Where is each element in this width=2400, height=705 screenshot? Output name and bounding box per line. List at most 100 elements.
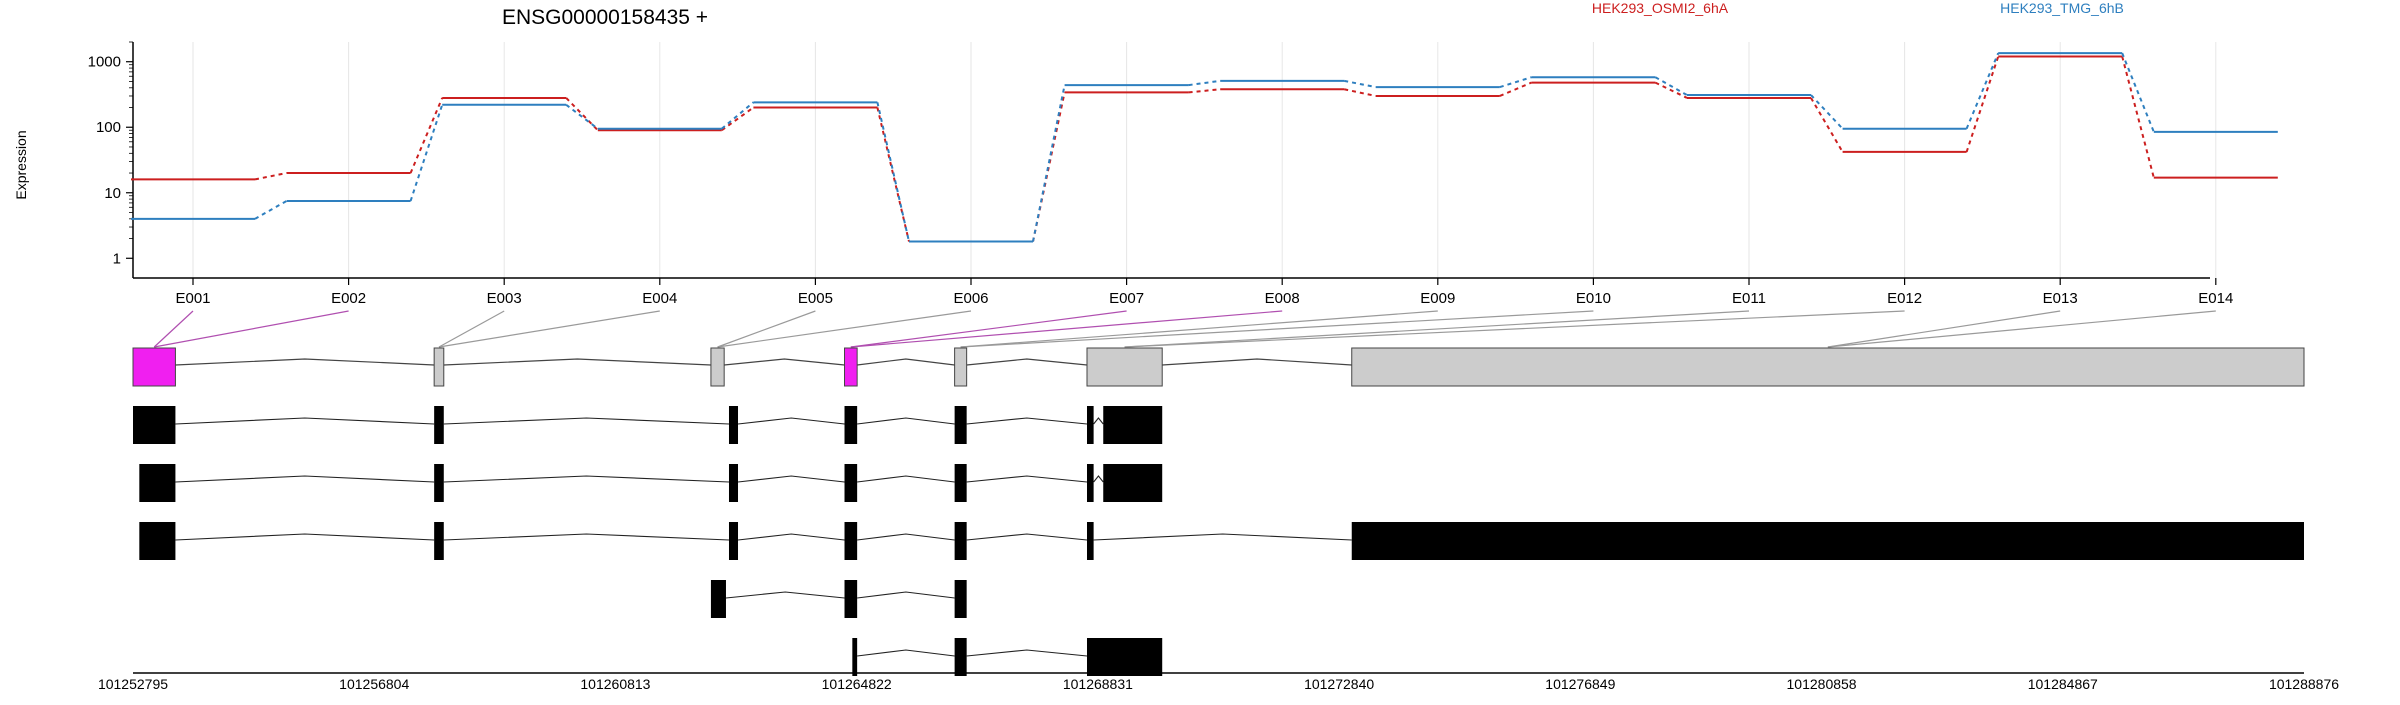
series-1-link-E004 [721,106,754,132]
connector-E004 [438,310,660,348]
transcript-3-exon-5 [954,522,967,560]
connector-E008 [850,310,1283,348]
series-2-link-E010 [1654,76,1688,96]
series-1-link-E009 [1499,81,1532,97]
x-tick-label-E003: E003 [487,290,522,307]
connector-E005 [717,310,816,348]
x-tick-label-E002: E002 [331,290,366,307]
genomic-tick-label: 101256804 [339,676,409,692]
connector-E009 [960,310,1438,348]
connector-E007 [850,310,1127,348]
x-tick-label-E008: E008 [1265,290,1300,307]
grid-lines [192,42,2217,278]
exon-bin-2 [433,347,445,387]
transcript-5-intron-2 [966,649,1088,657]
transcript-4-exon-1 [710,580,726,618]
axes: 1 10 100 1000 E001 E002 E003 E004 E005 E006 E007 E0… [88,41,2233,307]
transcript-2-intron-3 [737,475,845,483]
exon-bin-7 [1351,347,2305,387]
y-tick-label-1: 1 [113,250,121,267]
connector-E011 [1124,310,1750,348]
x-tick-label-E009: E009 [1420,290,1455,307]
genomic-tick-label: 101288876 [2269,676,2339,692]
series-2-link-E011 [1810,94,1844,130]
bin-connectors [153,310,2216,348]
connector-E003 [438,310,505,348]
transcript-1-intron-5 [966,417,1088,425]
transcript-2-exon-1 [139,464,176,502]
transcript-2-exon-5 [954,464,967,502]
legend-entry-series-2: HEK293_TMG_6hB [2000,0,2124,16]
transcript-1-intron-3 [737,417,845,425]
transcript-2-exon-2 [434,464,444,502]
series-1-link-E010 [1654,81,1688,99]
series-2-link-E006 [1032,84,1066,242]
transcript-5-intron-1 [857,649,955,657]
series-1-link-E008 [1343,88,1377,97]
genomic-tick-label: 101260813 [580,676,650,692]
transcript-3-intron-2 [443,533,730,541]
x-tick-label-E011: E011 [1732,290,1766,307]
transcript-2-exon-3 [728,464,739,502]
gene-model [132,347,2305,676]
x-tick-label-E004: E004 [642,290,677,307]
transcript-2-intron-4 [857,475,955,483]
series-1-link-E005 [876,107,910,242]
connector-E010 [960,310,1594,348]
connector-E001 [153,310,194,348]
transcript-3-intron-4 [857,533,955,541]
transcript-1-exon-5 [954,406,967,444]
transcript-2-intron-1 [175,475,435,483]
series-1-link-E006 [1032,92,1066,242]
transcript-3-intron-6 [1093,533,1352,541]
genomic-tick-label: 101284867 [2028,676,2098,692]
x-tick-label-E006: E006 [953,290,988,307]
series-1-link-E012 [1965,56,2000,153]
series-1-link-E011 [1810,97,1844,153]
genomic-tick-label: 101268831 [1063,676,1133,692]
transcript-3-exon-1 [139,522,176,560]
x-tick-label-E013: E013 [2043,290,2078,307]
exon-bin-5 [954,347,968,387]
transcript-3-intron-3 [737,533,845,541]
series-1-link-E002 [409,97,444,174]
series-2-link-E008 [1344,79,1376,89]
genomic-tick-label: 101272840 [1304,676,1374,692]
series-2-link-E007 [1188,79,1221,87]
transcript-1-intron-6 [1093,417,1104,425]
transcript-1-intron-1 [175,417,435,425]
series-2-link-E013 [2121,52,2155,133]
series-2-link-E001 [254,200,288,220]
transcript-1-exon-7 [1103,406,1163,444]
exon-bin-3 [710,347,725,387]
y-axis-label: Expression [13,130,29,199]
transcript-2-intron-2 [443,475,730,483]
genomic-tick-label: 101252795 [98,676,168,692]
intron-merged-1 [443,358,711,366]
exon-bin-1 [132,347,176,387]
y-tick-label-10: 10 [104,185,121,202]
genomic-axis: 101252795 101256804 101260813 101264822 1012… [98,672,2339,692]
transcript-1-intron-2 [443,417,730,425]
transcript-3-exon-6 [1086,522,1094,560]
chart-title: ENSG00000158435 + [502,6,708,29]
transcript-4-intron-2 [857,591,955,599]
transcript-1-exon-1 [133,406,176,444]
intron-merged-5 [1162,358,1352,366]
intron-merged-3 [857,358,955,366]
exon-bin-4 [844,347,858,387]
series-2-link-E003 [565,104,599,130]
transcript-4-exon-3 [954,580,967,618]
intron-merged-2 [724,358,845,366]
transcript-1-exon-6 [1086,406,1094,444]
series-2-link-E009 [1499,76,1532,89]
transcript-2-exon-4 [844,464,858,502]
series-1-link-E001 [254,172,287,181]
transcript-3-exon-2 [434,522,444,560]
transcript-3-intron-5 [966,533,1088,541]
x-tick-label-E014: E014 [2198,290,2233,307]
intron-merged-4 [966,358,1088,366]
series-1-link-E007 [1188,88,1221,94]
transcript-4-intron-1 [725,591,845,599]
